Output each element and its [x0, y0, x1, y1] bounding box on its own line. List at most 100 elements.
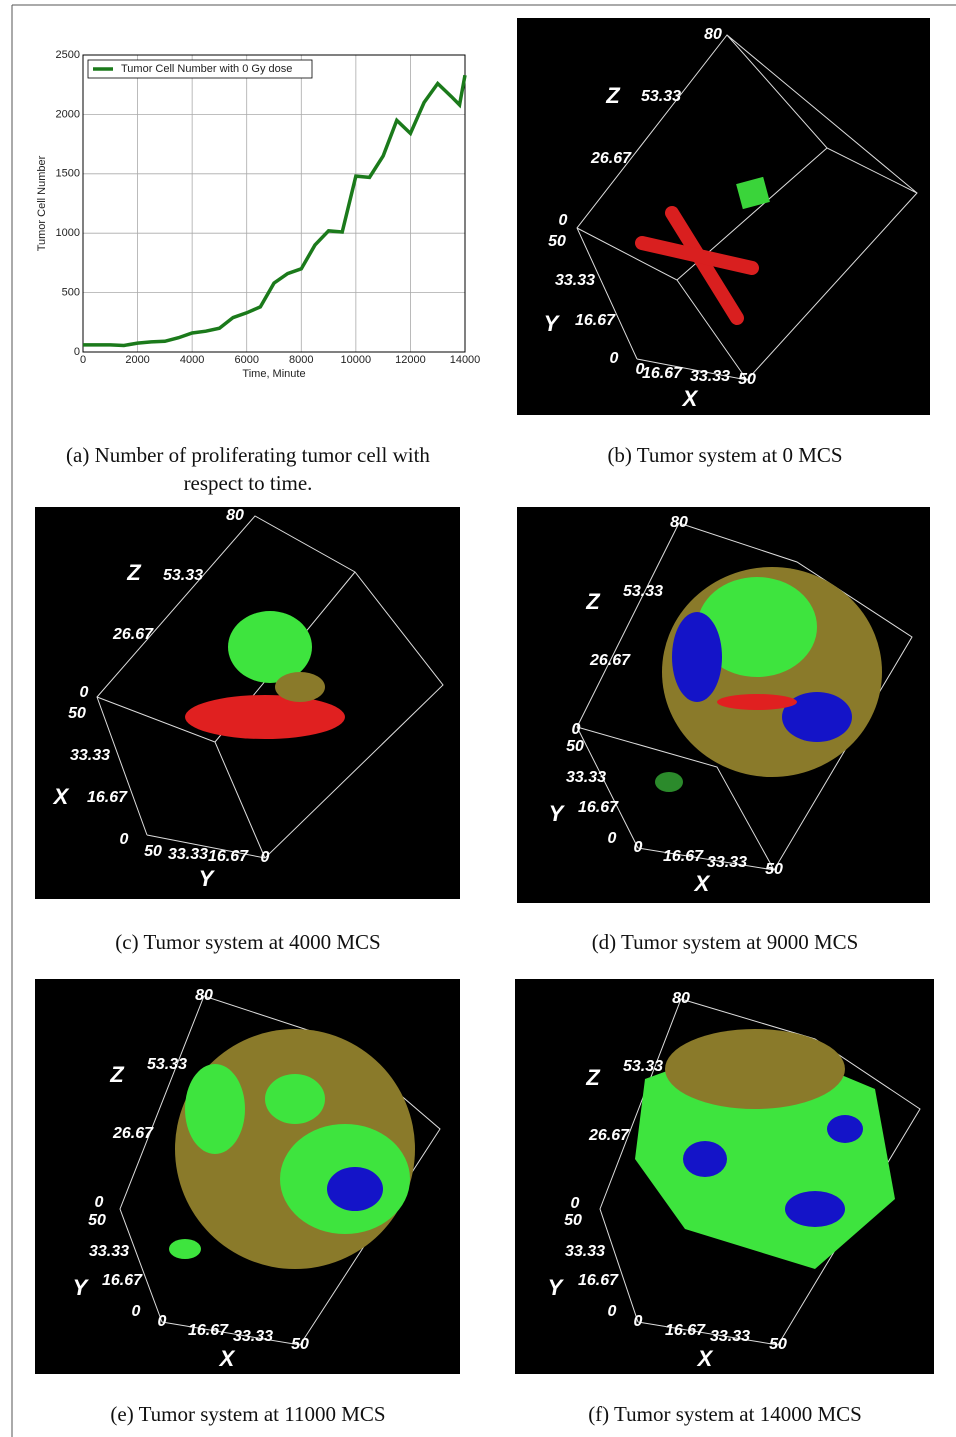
axis-label: 0 — [158, 1313, 167, 1330]
axis-label: 16.67 — [575, 312, 616, 329]
axis-label: X — [681, 386, 699, 411]
axis-label: 16.67 — [642, 365, 683, 382]
axis-label: 33.33 — [707, 854, 747, 871]
x-tick-label: 0 — [80, 354, 86, 366]
y-tick-label: 1500 — [56, 168, 80, 180]
axis-label: 26.67 — [590, 150, 632, 167]
axis-label: 0 — [261, 849, 270, 866]
x-tick-label: 12000 — [395, 354, 426, 366]
axis-label: 80 — [704, 26, 722, 43]
axis-label: 50 — [566, 738, 584, 755]
axis-label: 33.33 — [690, 368, 730, 385]
x-tick-label: 6000 — [234, 354, 258, 366]
axis-label: 0 — [636, 361, 645, 378]
axis-label: Z — [109, 1062, 125, 1087]
axis-label: 33.33 — [710, 1328, 750, 1345]
axis-label: 50 — [548, 233, 566, 250]
axis-label: Y — [199, 866, 216, 891]
axis-label: Y — [73, 1275, 90, 1300]
axis-label: 33.33 — [566, 769, 606, 786]
axis-label: 0 — [572, 721, 581, 738]
y-tick-label: 2500 — [56, 49, 80, 61]
x-axis-label: Time, Minute — [242, 368, 305, 380]
axis-label: X — [693, 871, 711, 896]
axis-label: 50 — [291, 1336, 309, 1353]
axis-label: 80 — [670, 514, 688, 531]
axis-label: 53.33 — [623, 583, 663, 600]
axis-label: Z — [126, 560, 142, 585]
axis-label: 0 — [634, 839, 643, 856]
axis-label: 16.67 — [102, 1272, 143, 1289]
axis-label: 33.33 — [565, 1243, 605, 1260]
x-tick-label: 8000 — [289, 354, 313, 366]
axis-label: 33.33 — [89, 1243, 129, 1260]
axis-label: 16.67 — [87, 789, 128, 806]
axis-label: Y — [548, 1275, 565, 1300]
axis-label: 50 — [765, 861, 783, 878]
axis-label: 16.67 — [188, 1322, 229, 1339]
legend-box — [87, 59, 313, 79]
line-chart: 0 500 1000 1500 2000 2500 0 2000 4000 6000 8000 100… — [36, 49, 480, 380]
caption: (c) Tumor system at 4000 MCS — [115, 930, 381, 954]
caption: (e) Tumor system at 11000 MCS — [110, 1402, 386, 1426]
axis-label: 16.67 — [578, 799, 619, 816]
axis-label: 50 — [144, 843, 162, 860]
axis-label: 26.67 — [112, 1125, 154, 1142]
axis-label: 33.33 — [168, 846, 208, 863]
caption: (a) Number of proliferating tumor cell w… — [66, 443, 430, 495]
axis-label: X — [52, 784, 70, 809]
axis-label: 80 — [672, 990, 690, 1007]
axis-label: X — [696, 1346, 714, 1371]
axis-label: 53.33 — [163, 567, 203, 584]
axis-label: 50 — [88, 1212, 106, 1229]
caption: (f) Tumor system at 14000 MCS — [588, 1402, 862, 1426]
axis-label: 0 — [80, 684, 89, 701]
axis-label: 53.33 — [641, 88, 681, 105]
caption: (b) Tumor system at 0 MCS — [607, 443, 843, 467]
axis-label: 16.67 — [665, 1322, 706, 1339]
axis-label: Z — [585, 1065, 601, 1090]
axis-label: 50 — [738, 371, 756, 388]
axis-label: 0 — [608, 830, 617, 847]
axis-label: X — [218, 1346, 236, 1371]
axis-label: Z — [605, 83, 621, 108]
caption: (d) Tumor system at 9000 MCS — [591, 930, 859, 954]
axis-label: 0 — [610, 350, 619, 367]
axis-label: 26.67 — [588, 1127, 630, 1144]
axis-label: 33.33 — [555, 272, 595, 289]
axis-label: Y — [549, 801, 566, 826]
axis-label: 16.67 — [578, 1272, 619, 1289]
axis-label: 53.33 — [147, 1056, 187, 1073]
axis-label: 0 — [571, 1195, 580, 1212]
x-tick-label: 2000 — [125, 354, 149, 366]
axis-label: 0 — [95, 1194, 104, 1211]
axis-label: Y — [544, 311, 561, 336]
axis-label: 50 — [769, 1336, 787, 1353]
axis-label: 16.67 — [208, 848, 249, 865]
data-line — [83, 74, 467, 348]
x-tick-label: 4000 — [180, 354, 204, 366]
axis-label: 0 — [559, 212, 568, 229]
y-tick-label: 1000 — [56, 227, 80, 239]
axis-label: 0 — [634, 1313, 643, 1330]
axis-label: 80 — [226, 507, 244, 524]
axis-label: 16.67 — [663, 848, 704, 865]
y-axis-label: Tumor Cell Number — [36, 155, 48, 251]
x-tick-label: 14000 — [450, 354, 481, 366]
y-tick-label: 500 — [62, 287, 80, 299]
y-tick-label: 0 — [74, 346, 80, 358]
axis-label: 50 — [564, 1212, 582, 1229]
legend-label: Tumor Cell Number with 0 Gy dose — [121, 63, 292, 75]
axis-label: 80 — [195, 987, 213, 1004]
axis-label: 50 — [68, 705, 86, 722]
axis-label: 33.33 — [70, 747, 110, 764]
axis-label: 0 — [608, 1303, 617, 1320]
axis-label: 53.33 — [623, 1058, 663, 1075]
x-tick-label: 10000 — [341, 354, 372, 366]
